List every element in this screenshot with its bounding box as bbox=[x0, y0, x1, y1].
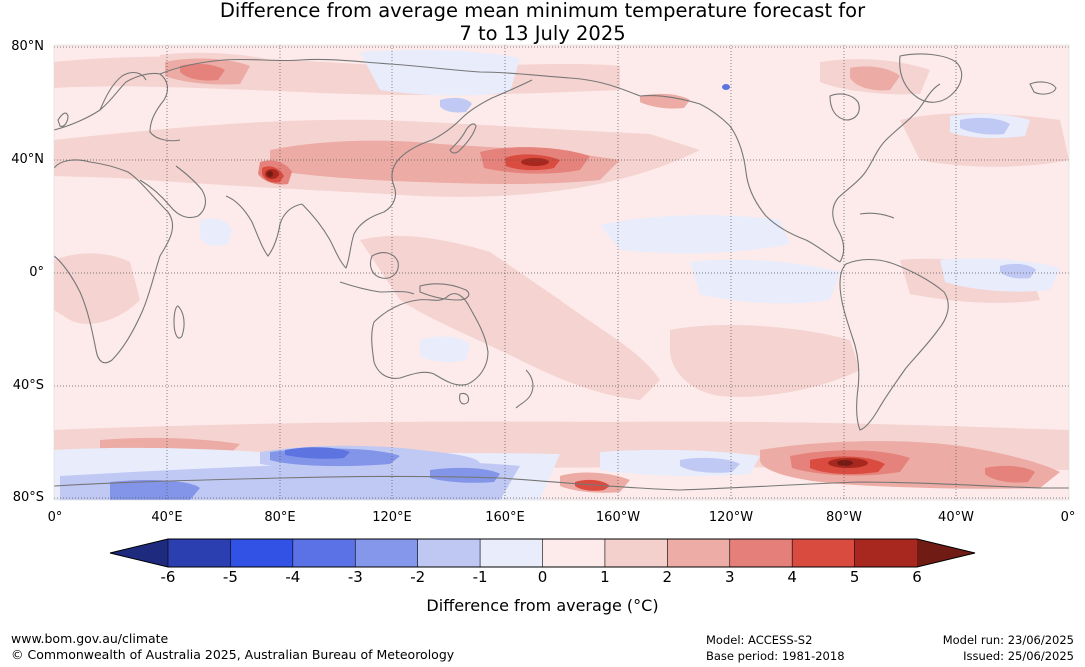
coast-new-zealand bbox=[515, 369, 534, 409]
colorbar-cell bbox=[542, 538, 606, 568]
lon-label-160w: 160°W bbox=[595, 510, 641, 525]
colorbar-outline bbox=[109, 538, 976, 568]
coast-india bbox=[225, 195, 303, 257]
colorbar-cell bbox=[729, 538, 793, 568]
title-line-1: Difference from average mean minimum tem… bbox=[219, 0, 866, 22]
coast-north-eurasia bbox=[159, 58, 641, 97]
colorbar-extend-low bbox=[110, 539, 168, 567]
coast-iceland bbox=[1029, 81, 1057, 95]
footer-model: Model: ACCESS-S2 bbox=[706, 633, 813, 647]
coast-hudson-bay bbox=[829, 93, 860, 121]
lat-label-80n: 80°N bbox=[11, 39, 44, 54]
colorbar-tick-label: 0 bbox=[537, 568, 548, 586]
colorbar-cell bbox=[167, 538, 232, 568]
colorbar-cell bbox=[604, 538, 668, 568]
colorbar-tick-label: 3 bbox=[725, 568, 735, 586]
colorbar-cell bbox=[667, 538, 731, 568]
colorbar-tick-label: -2 bbox=[410, 568, 426, 586]
coast-madagascar bbox=[173, 305, 185, 339]
coast-north-america-east bbox=[832, 83, 941, 263]
lon-label-80e: 80°E bbox=[264, 510, 296, 525]
colorbar-cell bbox=[479, 538, 544, 568]
colorbar-tick-label: -1 bbox=[472, 568, 488, 586]
colorbar-tick-label: -6 bbox=[160, 568, 176, 586]
coast-east-asia bbox=[399, 79, 533, 159]
coast-arabia bbox=[139, 165, 207, 219]
coast-tasmania bbox=[459, 392, 470, 405]
title-line-2: 7 to 13 July 2025 bbox=[459, 21, 626, 45]
coast-caribbean bbox=[859, 212, 895, 219]
colorbar-cell bbox=[791, 538, 856, 568]
graticule bbox=[54, 45, 1069, 500]
colorbar-cell bbox=[854, 538, 918, 568]
coast-se-asia bbox=[301, 157, 401, 269]
coast-alaska bbox=[639, 94, 731, 127]
colorbar-tick-label: 2 bbox=[662, 568, 673, 586]
lat-label-80s: 80°S bbox=[12, 490, 44, 505]
coast-antarctica bbox=[54, 475, 1069, 491]
coastlines bbox=[54, 53, 1069, 491]
anomaly-band-minus-4 bbox=[285, 84, 730, 459]
colorbar-tick-label: 6 bbox=[912, 568, 922, 586]
coast-south-america bbox=[839, 258, 949, 431]
lon-label-0-west: 0° bbox=[47, 510, 63, 525]
colorbar-tick-label: -3 bbox=[347, 568, 363, 586]
footer-base-period: Base period: 1981-2018 bbox=[706, 649, 845, 663]
coast-africa bbox=[54, 159, 174, 364]
footer-dates: Model run: 23/06/2025 Issued: 25/06/2025 bbox=[943, 632, 1074, 664]
lon-label-40e: 40°E bbox=[151, 510, 183, 525]
map-frame bbox=[53, 44, 1070, 501]
coast-greenland bbox=[899, 53, 963, 103]
anomaly-map bbox=[53, 44, 1070, 501]
lon-label-120w: 120°W bbox=[708, 510, 754, 525]
lon-label-80w: 80°W bbox=[826, 510, 862, 525]
colorbar-cell bbox=[292, 538, 356, 568]
footer-model-run: Model run: 23/06/2025 bbox=[942, 633, 1074, 647]
colorbar-label: Difference from average (°C) bbox=[426, 596, 659, 615]
footer-copyright: © Commonwealth of Australia 2025, Austra… bbox=[11, 647, 455, 662]
lat-label-40s: 40°S bbox=[12, 378, 44, 393]
footer-model-info: Model: ACCESS-S2 Base period: 1981-2018 bbox=[706, 632, 845, 664]
coast-new-guinea bbox=[419, 283, 470, 301]
lon-label-0-east: 0° bbox=[1060, 510, 1076, 525]
coast-japan bbox=[449, 123, 477, 154]
lon-label-40w: 40°W bbox=[938, 510, 974, 525]
colorbar-tick-label: -4 bbox=[285, 568, 301, 586]
lat-label-0: 0° bbox=[29, 265, 44, 280]
lon-label-160e: 160°E bbox=[485, 510, 525, 525]
colorbar-tick-label: -5 bbox=[222, 568, 238, 586]
colorbar bbox=[109, 538, 976, 568]
coast-borneo bbox=[369, 252, 399, 279]
coast-uk bbox=[57, 112, 69, 127]
lat-label-40n: 40°N bbox=[11, 152, 44, 167]
colorbar-extend-high bbox=[917, 539, 975, 567]
anomaly-band-plus-6 bbox=[267, 171, 853, 466]
colorbar-cells bbox=[167, 538, 918, 568]
coast-scandinavia bbox=[99, 71, 147, 111]
colorbar-cell bbox=[230, 538, 294, 568]
coast-north-america-west bbox=[729, 125, 841, 263]
footer-website[interactable]: www.bom.gov.au/climate bbox=[11, 631, 169, 646]
footer-issued: Issued: 25/06/2025 bbox=[963, 649, 1074, 663]
coast-australia bbox=[371, 293, 489, 386]
chart-title: Difference from average mean minimum tem… bbox=[0, 0, 1085, 45]
colorbar-tick-label: 4 bbox=[787, 568, 797, 586]
footer-left: www.bom.gov.au/climate © Commonwealth of… bbox=[11, 631, 454, 663]
coast-indonesia bbox=[339, 281, 415, 295]
colorbar-tick-label: 1 bbox=[600, 568, 610, 586]
colorbar-cell bbox=[354, 538, 419, 568]
colorbar-tick-label: 5 bbox=[849, 568, 860, 586]
lon-label-120e: 120°E bbox=[372, 510, 412, 525]
colorbar-cell bbox=[417, 538, 481, 568]
